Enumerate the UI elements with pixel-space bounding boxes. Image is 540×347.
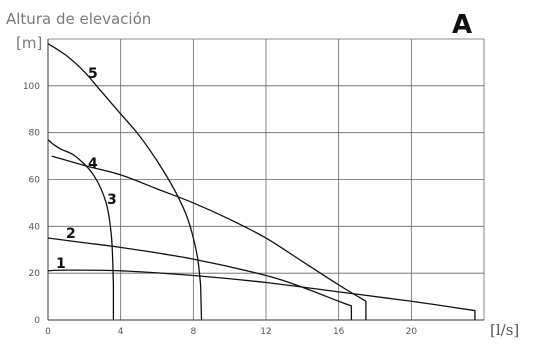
x-axis-unit: [l/s] <box>490 321 519 339</box>
curve-labels: 12 3 4 5 <box>56 66 117 272</box>
curves <box>47 43 476 321</box>
x-tick-label: 4 <box>118 327 124 337</box>
y-tick-label: 40 <box>29 222 41 232</box>
x-tick-label: 0 <box>45 327 51 337</box>
y-tick-label: 0 <box>34 316 40 326</box>
y-tick-label: 20 <box>29 269 41 279</box>
tick-labels: 0 4 8 12 16 20 0 20 40 60 80 100 <box>23 82 418 337</box>
curve-5 <box>47 43 203 321</box>
x-tick-label: 12 <box>260 327 271 337</box>
x-tick-label: 8 <box>190 327 196 337</box>
curve-1 <box>47 269 476 320</box>
y-axis-title: Altura de elevación <box>6 10 151 28</box>
curve-label-2: 2 <box>66 226 76 242</box>
grid <box>47 38 485 321</box>
x-tick-label: 16 <box>333 327 345 337</box>
y-tick-label: 60 <box>29 176 41 186</box>
curve-label-3: 3 <box>107 192 117 208</box>
y-tick-label: 80 <box>29 129 41 139</box>
curve-label-1: 1 <box>56 256 66 272</box>
panel-letter: A <box>452 10 472 40</box>
curve-4 <box>51 155 367 320</box>
x-tick-label: 20 <box>406 327 418 337</box>
y-tick-label: 100 <box>23 82 40 92</box>
curve-label-5: 5 <box>88 66 98 82</box>
curve-label-4: 4 <box>88 156 98 172</box>
y-axis-unit: [m] <box>16 34 42 52</box>
curve-2 <box>47 237 353 320</box>
